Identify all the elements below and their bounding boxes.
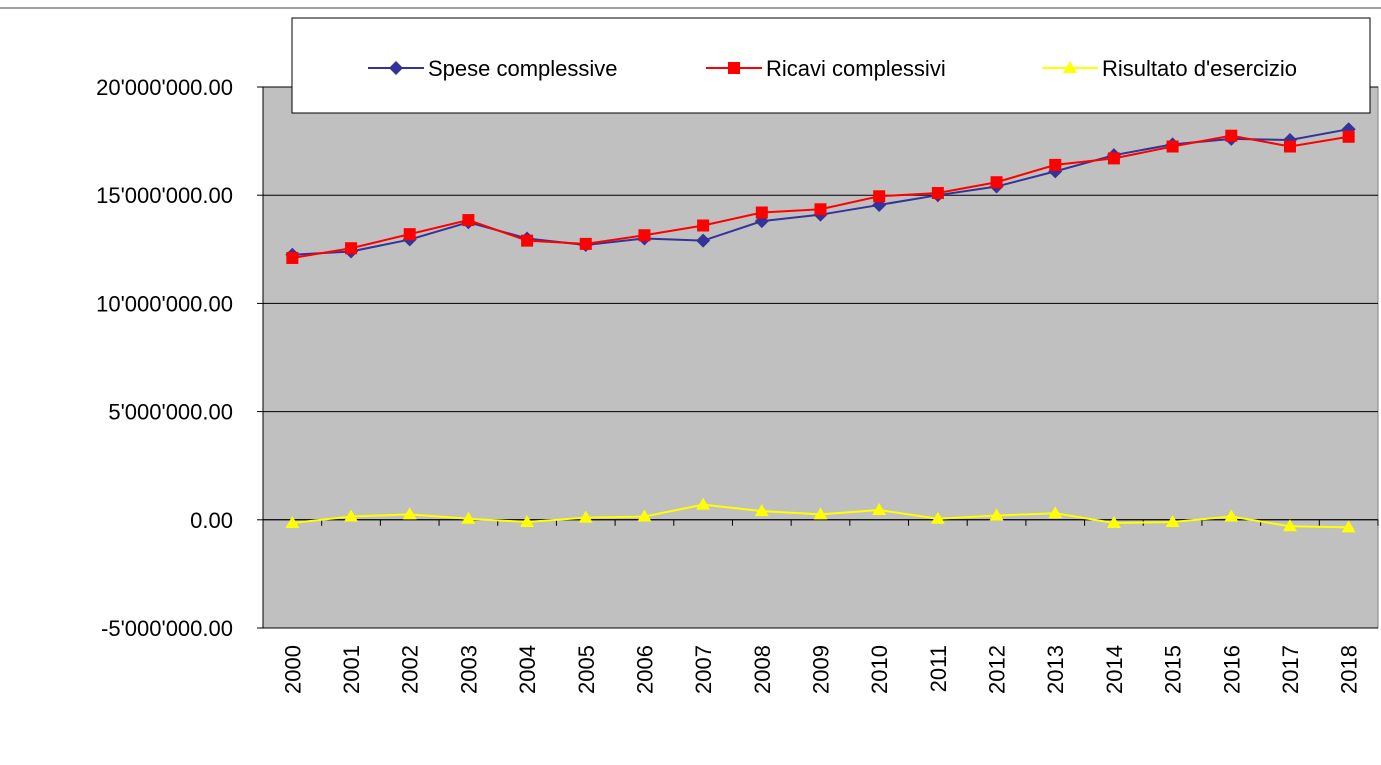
- data-point: [578, 510, 593, 523]
- data-point: [1048, 506, 1063, 519]
- data-point: [402, 507, 417, 520]
- data-point: [1283, 140, 1296, 153]
- y-tick-label: 15'000'000.00: [96, 183, 233, 208]
- data-point: [1224, 509, 1239, 522]
- data-point: [1225, 129, 1238, 142]
- x-tick-label: 2014: [1102, 645, 1127, 694]
- legend: [291, 17, 1371, 114]
- data-point: [931, 187, 944, 200]
- data-point: [521, 234, 534, 247]
- legend-marker: [389, 61, 403, 75]
- data-point: [1342, 130, 1355, 143]
- data-point: [1107, 152, 1120, 165]
- x-tick-label: 2006: [632, 645, 657, 694]
- legend-marker: [1063, 61, 1077, 73]
- data-point: [813, 507, 828, 520]
- data-point: [989, 508, 1004, 521]
- y-tick-label: 0.00: [190, 508, 233, 533]
- data-point: [344, 509, 359, 522]
- data-point: [930, 511, 945, 524]
- plot-area: [262, 86, 1379, 629]
- data-point: [345, 242, 358, 255]
- x-tick-label: 2011: [926, 645, 951, 692]
- data-point: [1282, 519, 1297, 532]
- x-tick-label: 2005: [574, 645, 599, 694]
- x-tick-label: 2003: [456, 645, 481, 694]
- data-point: [461, 511, 476, 524]
- x-tick-label: 2018: [1337, 645, 1362, 694]
- data-point: [697, 219, 710, 232]
- data-point: [1341, 520, 1356, 533]
- x-tick-label: 2013: [1043, 645, 1068, 694]
- x-tick-label: 2008: [750, 645, 775, 694]
- data-point: [696, 497, 711, 510]
- data-point: [1106, 516, 1121, 529]
- data-point: [1166, 140, 1179, 153]
- x-tick-label: 2010: [867, 645, 892, 694]
- data-point: [755, 206, 768, 219]
- x-tick-label: 2017: [1278, 645, 1303, 694]
- data-point: [1165, 514, 1180, 527]
- x-tick-label: 2007: [691, 645, 716, 694]
- y-tick-label: 10'000'000.00: [96, 291, 233, 316]
- data-point: [403, 228, 416, 241]
- legend-label: Spese complessive: [428, 56, 618, 81]
- x-tick-label: 2000: [280, 645, 305, 694]
- data-point: [462, 214, 475, 227]
- data-point: [520, 514, 535, 527]
- legend-label: Risultato d'esercizio: [1102, 56, 1297, 81]
- x-tick-label: 2002: [398, 645, 423, 694]
- data-point: [286, 251, 299, 264]
- x-tick-label: 2012: [985, 645, 1010, 694]
- legend-label: Ricavi complessivi: [766, 56, 946, 81]
- y-tick-label: 5'000'000.00: [108, 400, 233, 425]
- y-tick-label: 20'000'000.00: [96, 75, 233, 100]
- x-tick-label: 2016: [1219, 645, 1244, 694]
- data-point: [696, 233, 711, 248]
- x-tick-label: 2001: [339, 645, 364, 694]
- data-point: [754, 504, 769, 517]
- x-tick-label: 2015: [1161, 645, 1186, 694]
- data-point: [579, 237, 592, 250]
- data-point: [1049, 158, 1062, 171]
- data-point: [872, 503, 887, 516]
- legend-marker: [728, 62, 740, 74]
- x-tick-label: 2009: [809, 645, 834, 694]
- data-point: [814, 203, 827, 216]
- data-point: [285, 516, 300, 529]
- data-point: [638, 229, 651, 242]
- data-point: [637, 509, 652, 522]
- x-tick-label: 2004: [515, 645, 540, 694]
- data-point: [873, 190, 886, 203]
- y-tick-label: -5'000'000.00: [101, 616, 233, 641]
- data-point: [990, 176, 1003, 189]
